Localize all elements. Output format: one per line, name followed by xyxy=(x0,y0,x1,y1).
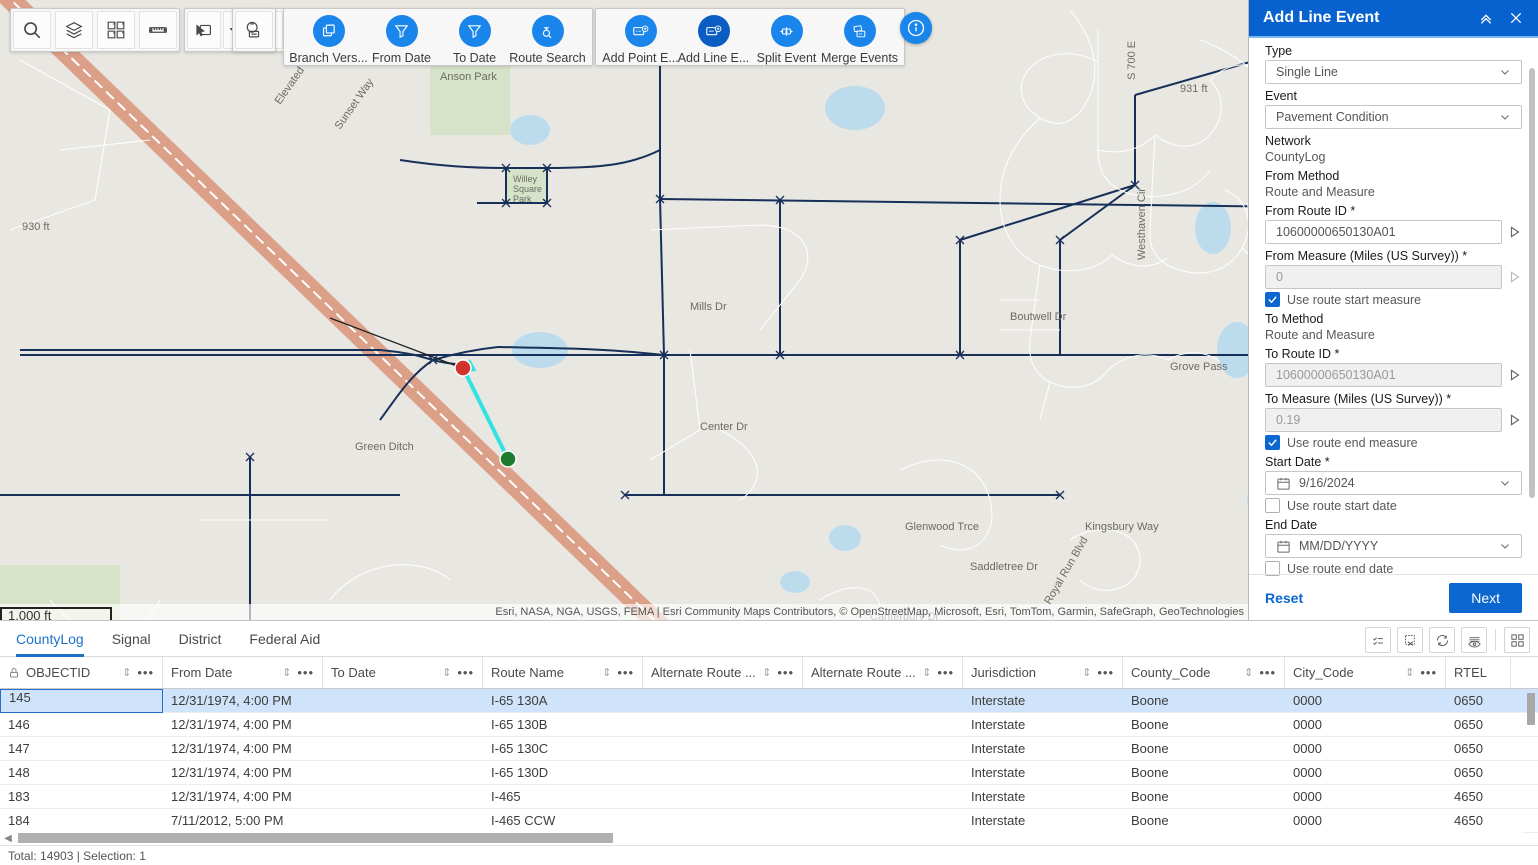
svg-text:Park: Park xyxy=(513,194,532,204)
svg-text:931 ft: 931 ft xyxy=(1180,83,1208,95)
svg-text:Saddletree Dr: Saddletree Dr xyxy=(970,561,1038,573)
svg-text:930 ft: 930 ft xyxy=(22,221,50,233)
svg-text:Grove Pass: Grove Pass xyxy=(1170,361,1228,373)
svg-text:Boutwell Dr: Boutwell Dr xyxy=(1010,311,1067,323)
svg-text:Mills Dr: Mills Dr xyxy=(690,301,727,313)
svg-text:Westhaven Cir: Westhaven Cir xyxy=(1136,188,1148,260)
svg-text:Center Dr: Center Dr xyxy=(700,421,748,433)
svg-text:Square: Square xyxy=(513,184,542,194)
svg-text:Kingsbury Way: Kingsbury Way xyxy=(1085,521,1159,533)
svg-text:Anson Park: Anson Park xyxy=(440,71,497,83)
svg-text:Willey: Willey xyxy=(513,174,537,184)
svg-text:Glenwood Trce: Glenwood Trce xyxy=(905,521,979,533)
svg-text:Green Ditch: Green Ditch xyxy=(355,441,414,453)
svg-text:S 700 E: S 700 E xyxy=(1126,41,1138,80)
